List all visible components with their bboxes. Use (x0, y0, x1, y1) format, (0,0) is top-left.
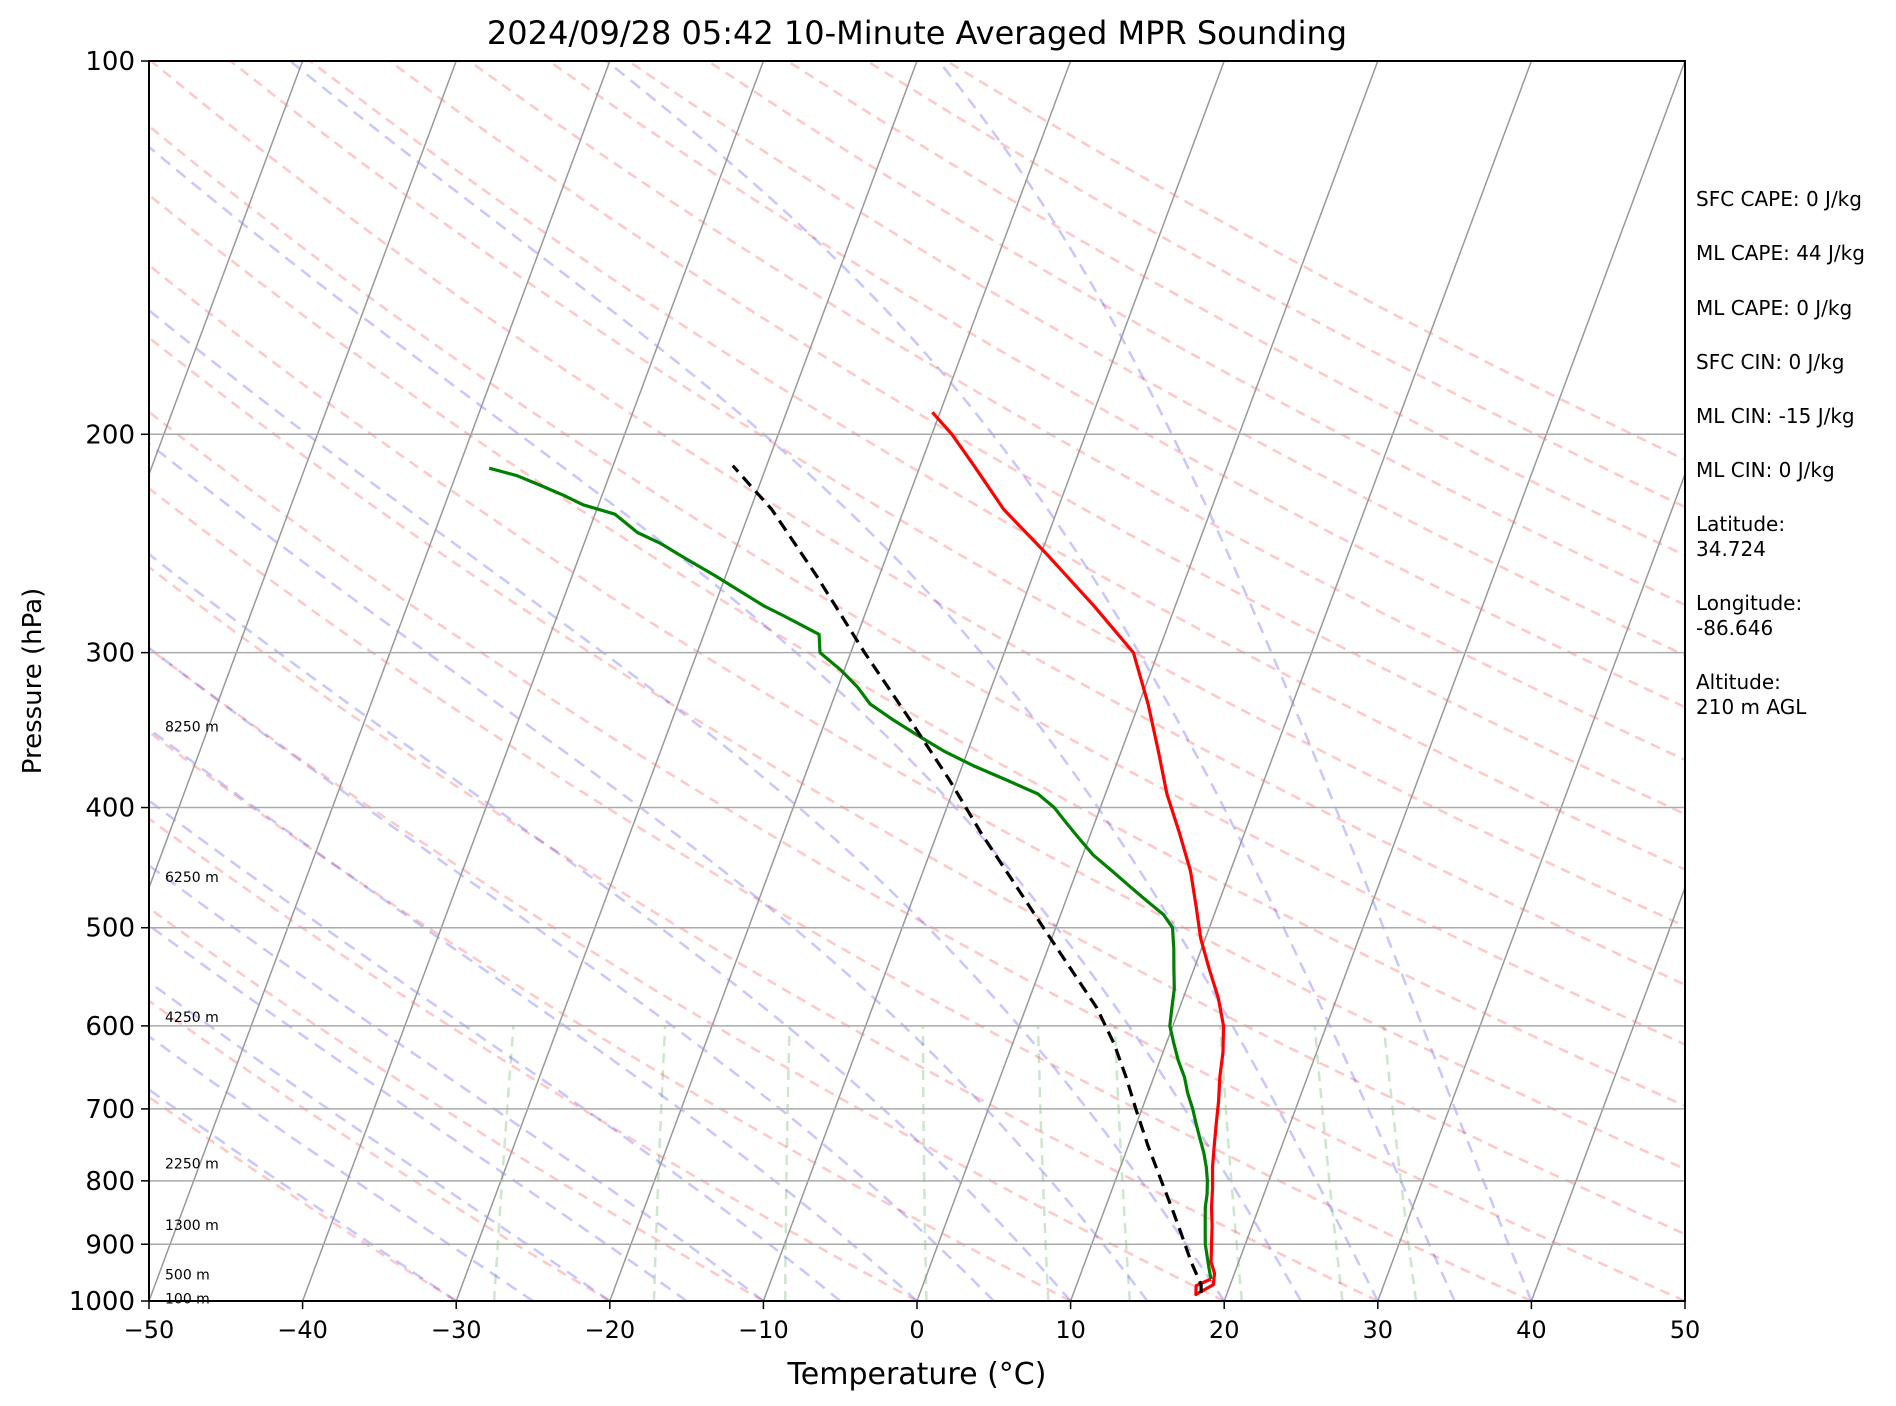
y-axis-label: Pressure (hPa) (18, 588, 48, 775)
x-tick-label: 10 (1055, 1316, 1086, 1344)
moist-adiabat (149, 308, 1226, 1301)
dry-adiabat (149, 336, 1685, 1236)
sounding-parameter: Latitude: 34.724 (1696, 512, 1786, 561)
y-axis: 100 200 300 400 500 600 700 800 900 1000 (69, 47, 149, 1317)
isotherm-line (609, 61, 1072, 1301)
isotherm-line (1530, 885, 1685, 1301)
dry-adiabat (149, 124, 1685, 1046)
dry-adiabat (149, 410, 1685, 1301)
y-tick-label: 600 (85, 1012, 135, 1042)
moist-adiabat (937, 61, 1533, 1301)
y-tick-label: 200 (85, 420, 135, 450)
height-label: 1300 m (165, 1218, 219, 1234)
temperature-line (931, 411, 1226, 1297)
sounding-parameter: Longitude: -86.646 (1696, 591, 1803, 640)
y-tick-label: 1000 (69, 1287, 135, 1317)
sounding-parameter: Altitude: 210 m AGL (1696, 670, 1807, 719)
sounding-parameter: ML CIN: -15 J/kg (1696, 404, 1855, 428)
sounding-profiles (488, 411, 1226, 1297)
mixing-ratio-line (1036, 1025, 1050, 1301)
height-label: 2250 m (165, 1157, 219, 1173)
y-tick-label: 100 (85, 47, 135, 77)
dry-adiabat (149, 486, 1532, 1301)
x-tick-label: −10 (738, 1316, 789, 1344)
x-axis-label: Temperature (°C) (787, 1357, 1047, 1392)
sounding-parameter: SFC CAPE: 0 J/kg (1696, 187, 1862, 211)
height-label: 8250 m (165, 719, 219, 735)
parcel-profile-line (731, 464, 1203, 1293)
dry-adiabat (149, 565, 1379, 1301)
x-axis: −50 −40 −30 −20 −10 0 10 20 30 40 50 (124, 1301, 1701, 1344)
moist-adiabat (289, 61, 1379, 1301)
isotherm-line (916, 61, 1379, 1301)
dry-adiabat (149, 730, 1072, 1301)
isotherm-line (1223, 61, 1685, 1301)
dewpoint-line (488, 466, 1213, 1280)
dry-adiabat (149, 646, 1225, 1301)
dry-adiabat (149, 906, 765, 1301)
x-tick-label: 50 (1670, 1316, 1701, 1344)
x-tick-label: 20 (1209, 1316, 1240, 1344)
mixing-ratio-line (1218, 1025, 1244, 1301)
sounding-parameters: SFC CAPE: 0 J/kg ML CAPE: 44 J/kg ML CAPE:… (1696, 0, 1896, 1406)
y-tick-label: 500 (85, 914, 135, 944)
height-label: 4250 m (165, 1010, 219, 1026)
dry-adiabat (309, 61, 1685, 871)
isotherm-line (762, 61, 1225, 1301)
x-tick-label: 0 (909, 1316, 924, 1344)
moist-adiabat (149, 646, 995, 1301)
sounding-parameter: ML CIN: 0 J/kg (1696, 458, 1835, 482)
moist-adiabat (149, 727, 918, 1301)
moist-adiabat (149, 799, 841, 1301)
y-tick-label: 900 (85, 1230, 135, 1260)
dry-adiabat (548, 61, 1685, 709)
dry-adiabat (149, 263, 1685, 1171)
x-tick-label: −30 (431, 1316, 482, 1344)
dry-adiabat (149, 1095, 457, 1301)
isotherm-line (149, 61, 611, 1301)
x-tick-label: −50 (124, 1316, 175, 1344)
isotherm-line (1069, 61, 1533, 1301)
y-tick-label: 300 (85, 639, 135, 669)
sounding-parameter: ML CAPE: 44 J/kg (1696, 241, 1865, 265)
moist-adiabat (149, 145, 1303, 1301)
x-tick-label: 30 (1363, 1316, 1394, 1344)
dry-adiabat (149, 817, 918, 1301)
height-label: 500 m (165, 1268, 210, 1284)
y-tick-label: 700 (85, 1095, 135, 1125)
y-tick-label: 400 (85, 794, 135, 824)
x-tick-label: 40 (1516, 1316, 1547, 1344)
moist-adiabat (149, 923, 688, 1301)
sounding-parameter: ML CAPE: 0 J/kg (1696, 296, 1853, 320)
chart-title: 2024/09/28 05:42 10-Minute Averaged MPR … (487, 14, 1347, 52)
moist-adiabat (149, 442, 1149, 1301)
dry-adiabat (229, 61, 1685, 928)
isotherm-line (301, 61, 765, 1301)
dry-adiabat (149, 193, 1685, 1108)
dry-adiabat (627, 61, 1685, 657)
sounding-parameter: SFC CIN: 0 J/kg (1696, 350, 1845, 374)
isotherm-line (149, 61, 457, 890)
height-label: 6250 m (165, 870, 219, 886)
reference-lines (149, 61, 1685, 1301)
x-tick-label: −40 (277, 1316, 328, 1344)
moist-adiabat (149, 552, 1072, 1301)
isotherm-line (455, 61, 918, 1301)
moist-adiabat (149, 863, 765, 1301)
moist-adiabat (605, 61, 1456, 1301)
height-label: 100 m (165, 1291, 210, 1307)
height-labels: 8250 m 6250 m 4250 m 2250 m 1300 m 500 m 100 m (165, 719, 219, 1307)
y-tick-label: 800 (85, 1167, 135, 1197)
isotherm-line (1377, 472, 1685, 1301)
isotherm-line (149, 61, 304, 477)
mixing-ratio-line (652, 1025, 667, 1301)
x-tick-label: −20 (584, 1316, 635, 1344)
mixing-ratio-line (492, 1025, 515, 1301)
